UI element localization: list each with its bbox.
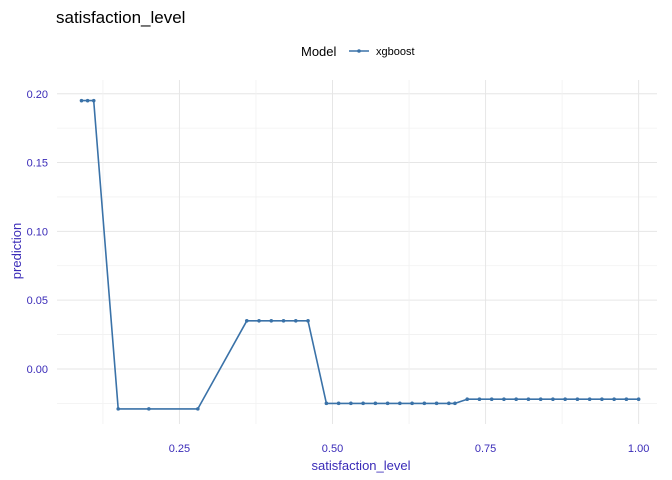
- y-axis-ticks: 0.00 0.05 0.10 0.15 0.20: [27, 89, 48, 376]
- data-point: [526, 397, 531, 402]
- legend-title: Model: [301, 44, 337, 59]
- data-point: [489, 397, 494, 402]
- data-point: [434, 401, 439, 406]
- y-tick-label: 0.05: [27, 295, 48, 307]
- data-point: [336, 401, 341, 406]
- data-point: [465, 397, 470, 402]
- data-point: [477, 397, 482, 402]
- data-point: [398, 401, 402, 406]
- data-point: [514, 397, 518, 402]
- data-point: [636, 397, 641, 402]
- x-tick-label: 0.75: [475, 443, 496, 455]
- legend: Model xgboost: [301, 44, 415, 59]
- data-point: [85, 98, 90, 103]
- data-point: [349, 401, 353, 406]
- y-tick-label: 0.00: [27, 364, 48, 376]
- data-point: [361, 401, 365, 406]
- grid: [57, 80, 657, 424]
- legend-key-point: [357, 49, 361, 53]
- data-point: [293, 319, 298, 323]
- data-point: [306, 319, 310, 323]
- data-point: [612, 397, 616, 402]
- x-tick-label: 0.25: [169, 443, 190, 455]
- series-xgboost: [79, 98, 641, 411]
- y-tick-label: 0.20: [27, 89, 48, 101]
- data-point: [624, 397, 629, 402]
- x-axis-label: satisfaction_level: [312, 458, 411, 473]
- x-tick-label: 0.50: [322, 443, 343, 455]
- data-point: [147, 407, 151, 411]
- y-axis-label: prediction: [9, 223, 24, 279]
- series-line: [81, 99, 639, 410]
- data-point: [563, 397, 567, 402]
- chart-title: satisfaction_level: [56, 8, 185, 27]
- data-point: [575, 397, 580, 402]
- data-point: [502, 397, 506, 402]
- data-point: [196, 407, 200, 411]
- data-point: [422, 401, 427, 406]
- data-point: [373, 401, 378, 406]
- data-point: [324, 401, 329, 406]
- x-axis-ticks: 0.25 0.50 0.75 1.00: [169, 443, 650, 455]
- legend-label-xgboost: xgboost: [376, 46, 415, 58]
- data-point: [269, 319, 274, 323]
- data-point: [385, 401, 390, 406]
- y-tick-label: 0.15: [27, 158, 48, 170]
- data-point: [447, 401, 451, 406]
- data-point: [453, 401, 457, 406]
- data-point: [116, 407, 121, 411]
- data-point: [79, 98, 84, 103]
- data-point: [551, 397, 555, 402]
- data-point: [587, 397, 592, 402]
- x-tick-label: 1.00: [628, 443, 649, 455]
- data-point: [600, 397, 604, 402]
- data-point: [244, 319, 249, 323]
- data-point: [91, 98, 96, 103]
- data-point: [538, 397, 543, 402]
- data-point: [257, 319, 261, 323]
- data-point: [281, 319, 286, 323]
- y-tick-label: 0.10: [27, 226, 48, 238]
- data-point: [410, 401, 414, 406]
